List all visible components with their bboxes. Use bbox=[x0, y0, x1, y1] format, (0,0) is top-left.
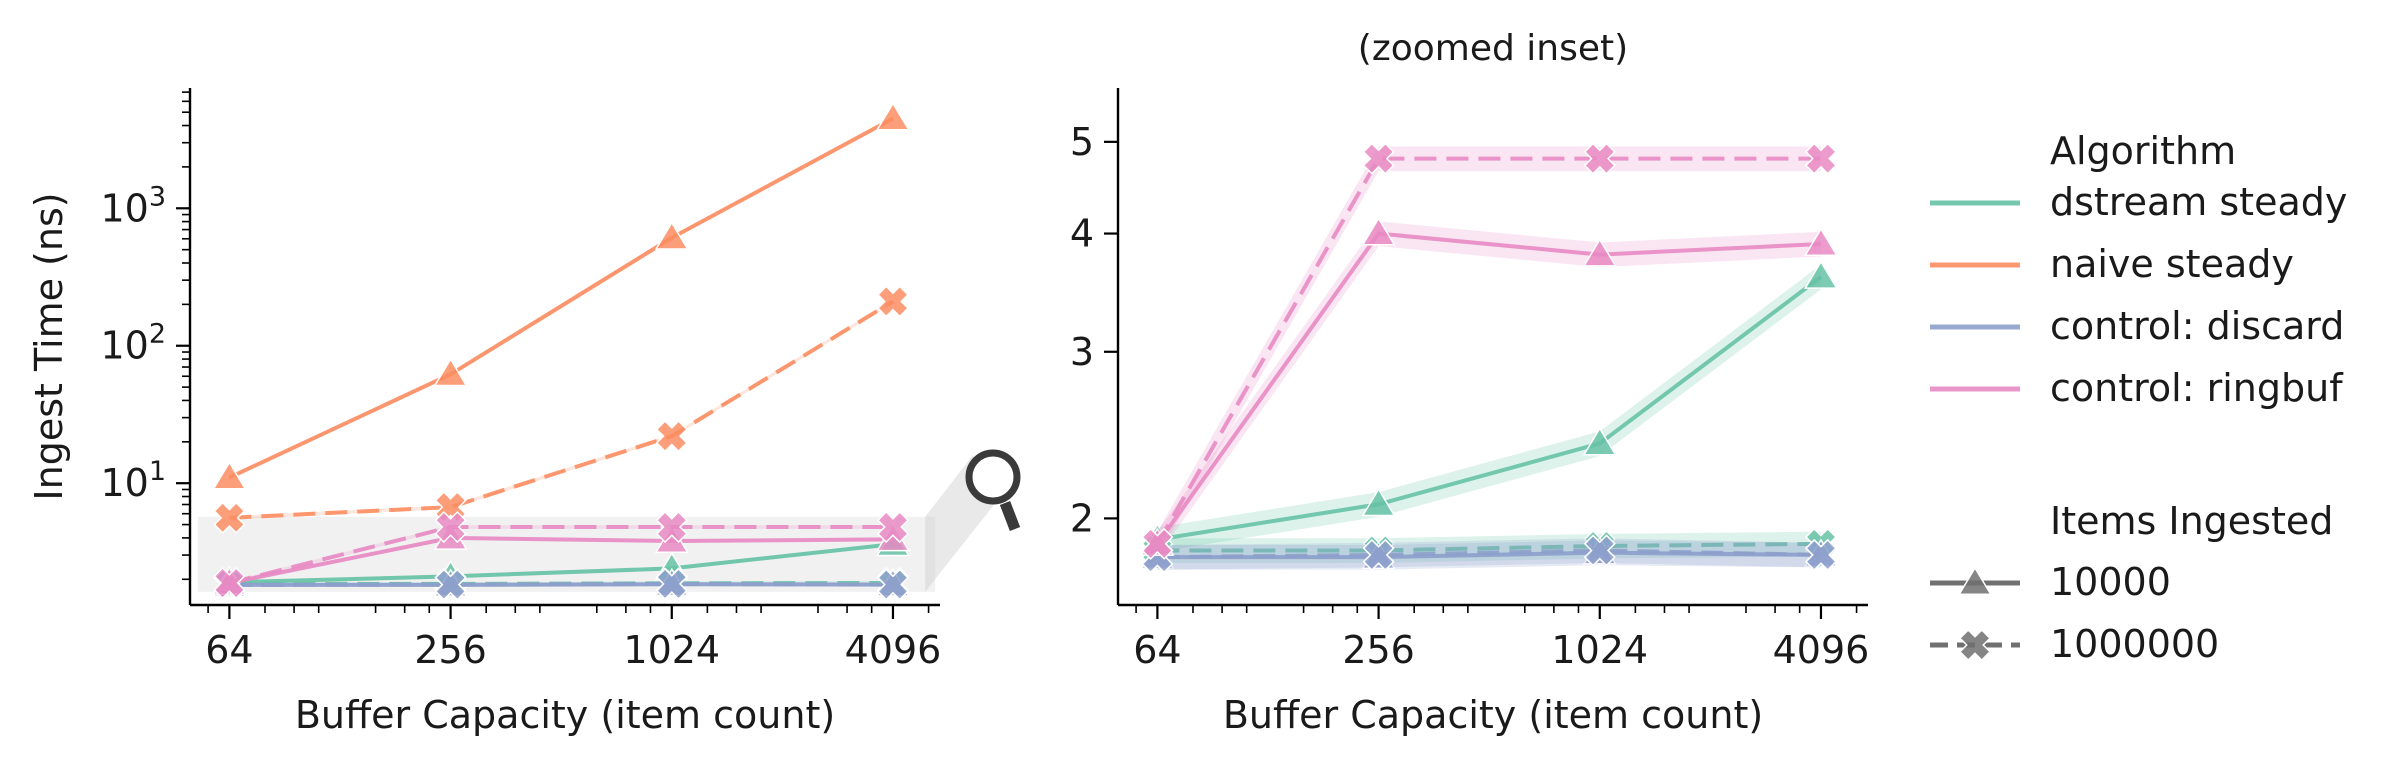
data-point-triangle bbox=[1803, 227, 1839, 256]
series-line bbox=[1155, 231, 1822, 545]
legend-label: 1000000 bbox=[2050, 622, 2219, 666]
legend-entry-items-10000: 10000 bbox=[1930, 560, 2171, 604]
data-point-triangle bbox=[1361, 217, 1396, 246]
confidence-band bbox=[1157, 146, 1821, 557]
right-series-group bbox=[1140, 142, 1839, 574]
data-point-x bbox=[876, 285, 910, 318]
data-point-x bbox=[1804, 142, 1838, 175]
left-x-axis-label: Buffer Capacity (item count) bbox=[295, 693, 835, 737]
legend-entry-control-discard: control: discard bbox=[1930, 304, 2344, 348]
right-chart-panel: 64 256 1024 4096 2 3 4 5 (zoomed inset) Buffer … bbox=[1070, 28, 1870, 737]
data-point-triangle bbox=[1582, 238, 1617, 267]
zoom-region-shade bbox=[197, 516, 936, 592]
series-line bbox=[229, 299, 895, 520]
data-point-x bbox=[655, 510, 688, 544]
left-series-group bbox=[212, 102, 911, 601]
legend-entry-naive-steady: naive steady bbox=[1930, 242, 2294, 286]
data-point-triangle bbox=[212, 461, 247, 490]
series-line bbox=[1157, 541, 1821, 553]
legend-marker-x bbox=[1958, 628, 1992, 662]
legend-items-entries: 10000 1000000 bbox=[1930, 560, 2219, 666]
right-x-tick-label: 4096 bbox=[1773, 628, 1870, 672]
data-point-triangle bbox=[875, 102, 911, 131]
data-point-x bbox=[1362, 142, 1395, 175]
data-point-x bbox=[1583, 534, 1616, 567]
data-point-x bbox=[655, 567, 688, 600]
series-line bbox=[1155, 156, 1821, 545]
data-point-x bbox=[213, 501, 246, 534]
data-point-triangle bbox=[433, 357, 468, 387]
right-y-tick-label: 5 bbox=[1070, 120, 1094, 164]
left-x-tick-label: 256 bbox=[414, 628, 487, 672]
confidence-band bbox=[229, 299, 893, 520]
legend-label: 10000 bbox=[2050, 560, 2171, 604]
series-line bbox=[228, 525, 893, 585]
right-series-control-ringbuf-1000000 bbox=[1141, 142, 1838, 560]
series-line bbox=[228, 535, 893, 585]
confidence-band bbox=[1157, 221, 1821, 557]
confidence-band bbox=[1157, 264, 1821, 552]
legend-label: control: ringbuf bbox=[2050, 366, 2344, 410]
right-axes: 64 256 1024 4096 2 3 4 5 bbox=[1070, 88, 1870, 672]
series-line bbox=[1157, 548, 1822, 560]
data-point-x bbox=[876, 568, 910, 601]
series-line bbox=[1157, 275, 1823, 542]
left-chart-panel: 64 256 1024 4096 101 102 103 Buffer Capacity (… bbox=[27, 88, 1021, 737]
right-chart-title: (zoomed inset) bbox=[1358, 28, 1628, 69]
left-series-naive-steady-1000000 bbox=[213, 285, 910, 534]
right-y-tick-label: 2 bbox=[1070, 496, 1094, 540]
legend-algorithm-entries: dstream steady naive steady control: disca… bbox=[1930, 180, 2347, 410]
data-point-x bbox=[213, 566, 246, 600]
right-series-control-discard-1000000 bbox=[1141, 534, 1838, 574]
left-y-tick-label: 102 bbox=[100, 319, 166, 368]
legend-marker-triangle bbox=[1957, 566, 1993, 595]
right-x-tick-label: 64 bbox=[1133, 628, 1181, 672]
series-line bbox=[229, 542, 894, 585]
right-x-tick-label: 1024 bbox=[1551, 628, 1648, 672]
right-series-dstream-steady-10000 bbox=[1140, 260, 1839, 552]
legend-entry-control-ringbuf: control: ringbuf bbox=[1930, 366, 2344, 410]
data-point-triangle bbox=[1803, 260, 1839, 289]
series-line bbox=[228, 116, 894, 480]
data-point-x bbox=[876, 510, 910, 544]
right-y-tick-label: 3 bbox=[1070, 330, 1094, 374]
left-series-control-ringbuf-1000000 bbox=[213, 510, 910, 600]
left-x-tick-label: 1024 bbox=[623, 628, 720, 672]
data-point-x bbox=[1362, 538, 1395, 571]
data-point-x bbox=[434, 568, 467, 601]
data-point-x bbox=[1583, 142, 1616, 175]
magnifier-icon bbox=[965, 449, 1021, 531]
left-y-tick-label: 101 bbox=[100, 456, 166, 505]
left-x-tick-label: 64 bbox=[205, 628, 253, 672]
data-point-triangle bbox=[1582, 427, 1617, 456]
data-point-triangle bbox=[654, 221, 689, 250]
data-point-x bbox=[655, 420, 688, 453]
right-y-tick-label: 4 bbox=[1070, 212, 1094, 256]
legend-label: naive steady bbox=[2050, 242, 2294, 286]
legend-algorithm-title: Algorithm bbox=[2050, 129, 2236, 173]
data-point-triangle bbox=[1361, 487, 1396, 517]
left-axes: 64 256 1024 4096 101 102 103 bbox=[100, 88, 941, 672]
legend-entry-dstream-steady: dstream steady bbox=[1930, 180, 2347, 224]
legend-items-title: Items Ingested bbox=[2050, 499, 2333, 543]
left-x-tick-label: 4096 bbox=[845, 628, 942, 672]
data-point-x bbox=[434, 510, 467, 544]
left-series-naive-steady-10000 bbox=[212, 102, 911, 490]
legend-label: control: discard bbox=[2050, 304, 2344, 348]
legend-label: dstream steady bbox=[2050, 180, 2347, 224]
data-point-x bbox=[1141, 527, 1174, 560]
data-point-x bbox=[1804, 538, 1838, 571]
legend: Algorithm dstream steady naive steady cont… bbox=[1930, 129, 2347, 666]
left-y-tick-label: 103 bbox=[100, 181, 166, 230]
right-x-axis-label: Buffer Capacity (item count) bbox=[1223, 693, 1763, 737]
legend-entry-items-1000000: 1000000 bbox=[1930, 622, 2219, 666]
series-line bbox=[229, 581, 893, 587]
right-x-tick-label: 256 bbox=[1342, 628, 1415, 672]
left-y-axis-label: Ingest Time (ns) bbox=[27, 192, 71, 500]
